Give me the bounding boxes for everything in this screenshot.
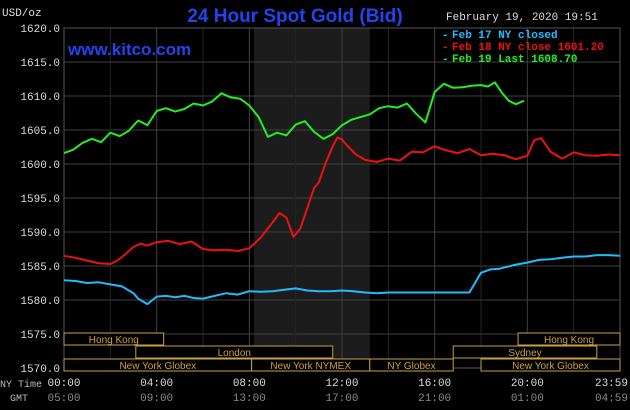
price-series xyxy=(63,81,621,306)
session-bar xyxy=(135,345,334,359)
y-tick-label: 1575.0 xyxy=(20,330,60,342)
y-tick-label: 1605.0 xyxy=(20,126,60,138)
x-tick-label-ny: 23:59 xyxy=(595,378,628,390)
y-tick-label: 1600.0 xyxy=(20,160,60,172)
session-bar xyxy=(517,332,621,346)
legend-entry-feb18: Feb 18 NY close 1601.20 xyxy=(452,42,604,54)
x-tick-label-ny: 00:00 xyxy=(47,378,80,390)
x-tick-label-gmt: 04:59 xyxy=(595,393,628,405)
legend-entry-feb17: Feb 17 NY closed xyxy=(452,30,558,42)
session-bar xyxy=(63,332,165,346)
x-tick-label-gmt: 21:00 xyxy=(418,393,451,405)
legend-marker-feb17: - xyxy=(442,30,449,42)
x-tick-label-gmt: 17:00 xyxy=(325,393,358,405)
chart-title: 24 Hour Spot Gold (Bid) xyxy=(187,6,402,27)
y-tick-label: 1580.0 xyxy=(20,296,60,308)
session-label: Sydney xyxy=(508,348,541,359)
legend-entry-feb19: Feb 19 Last 1608.70 xyxy=(452,54,577,66)
y-tick-label: 1570.0 xyxy=(20,364,60,376)
y-axis-unit-label: USD/oz xyxy=(2,8,42,20)
site-watermark: www.kitco.com xyxy=(67,40,191,59)
x-axis-ticks: 00:00 05:00 04:00 09:00 08:00 13:00 12:00 17:00… xyxy=(47,378,628,405)
x-tick-label-ny: 12:00 xyxy=(325,378,358,390)
session-bar xyxy=(480,358,621,372)
session-bar xyxy=(452,345,598,359)
session-label: New York NYMEX xyxy=(270,361,351,372)
market-sessions: Hong Kong London New York Globex New York N… xyxy=(63,332,621,372)
y-tick-label: 1595.0 xyxy=(20,194,60,206)
session-label: Hong Kong xyxy=(89,335,139,346)
x-tick-label-ny: 20:00 xyxy=(511,378,544,390)
gridlines xyxy=(63,27,621,369)
gmt-row-label: GMT xyxy=(10,394,28,405)
chart-timestamp: February 19, 2020 19:51 xyxy=(446,12,598,24)
y-tick-label: 1585.0 xyxy=(20,262,60,274)
y-tick-label: 1615.0 xyxy=(20,58,60,70)
x-tick-label-ny: 04:00 xyxy=(140,378,173,390)
x-tick-label-gmt: 05:00 xyxy=(47,393,80,405)
series-line-feb19 xyxy=(63,81,525,155)
series-line-feb18 xyxy=(63,136,621,265)
x-tick-label-gmt: 09:00 xyxy=(140,393,173,405)
x-tick-label-ny: 16:00 xyxy=(418,378,451,390)
session-label: NY Globex xyxy=(387,361,435,372)
legend-marker-feb19: - xyxy=(442,54,449,66)
session-label: Hong Kong xyxy=(544,335,594,346)
legend-marker-feb18: - xyxy=(442,42,449,54)
legend: - Feb 17 NY closed - Feb 18 NY close 160… xyxy=(442,30,604,66)
y-tick-label: 1620.0 xyxy=(20,24,60,36)
x-tick-label-ny: 08:00 xyxy=(233,378,266,390)
x-tick-label-gmt: 01:00 xyxy=(511,393,544,405)
x-tick-label-gmt: 13:00 xyxy=(233,393,266,405)
ny-time-row-label: NY Time xyxy=(0,379,42,391)
series-line-feb17 xyxy=(63,254,621,306)
session-bar xyxy=(369,358,454,372)
session-label: New York Globex xyxy=(512,361,589,372)
y-tick-label: 1610.0 xyxy=(20,92,60,104)
session-label: New York Globex xyxy=(119,361,196,372)
session-label: London xyxy=(218,348,251,359)
y-axis-ticks: 1620.0 1615.0 1610.0 1605.0 1600.0 1595.0 1590… xyxy=(20,24,60,376)
y-tick-label: 1590.0 xyxy=(20,228,60,240)
